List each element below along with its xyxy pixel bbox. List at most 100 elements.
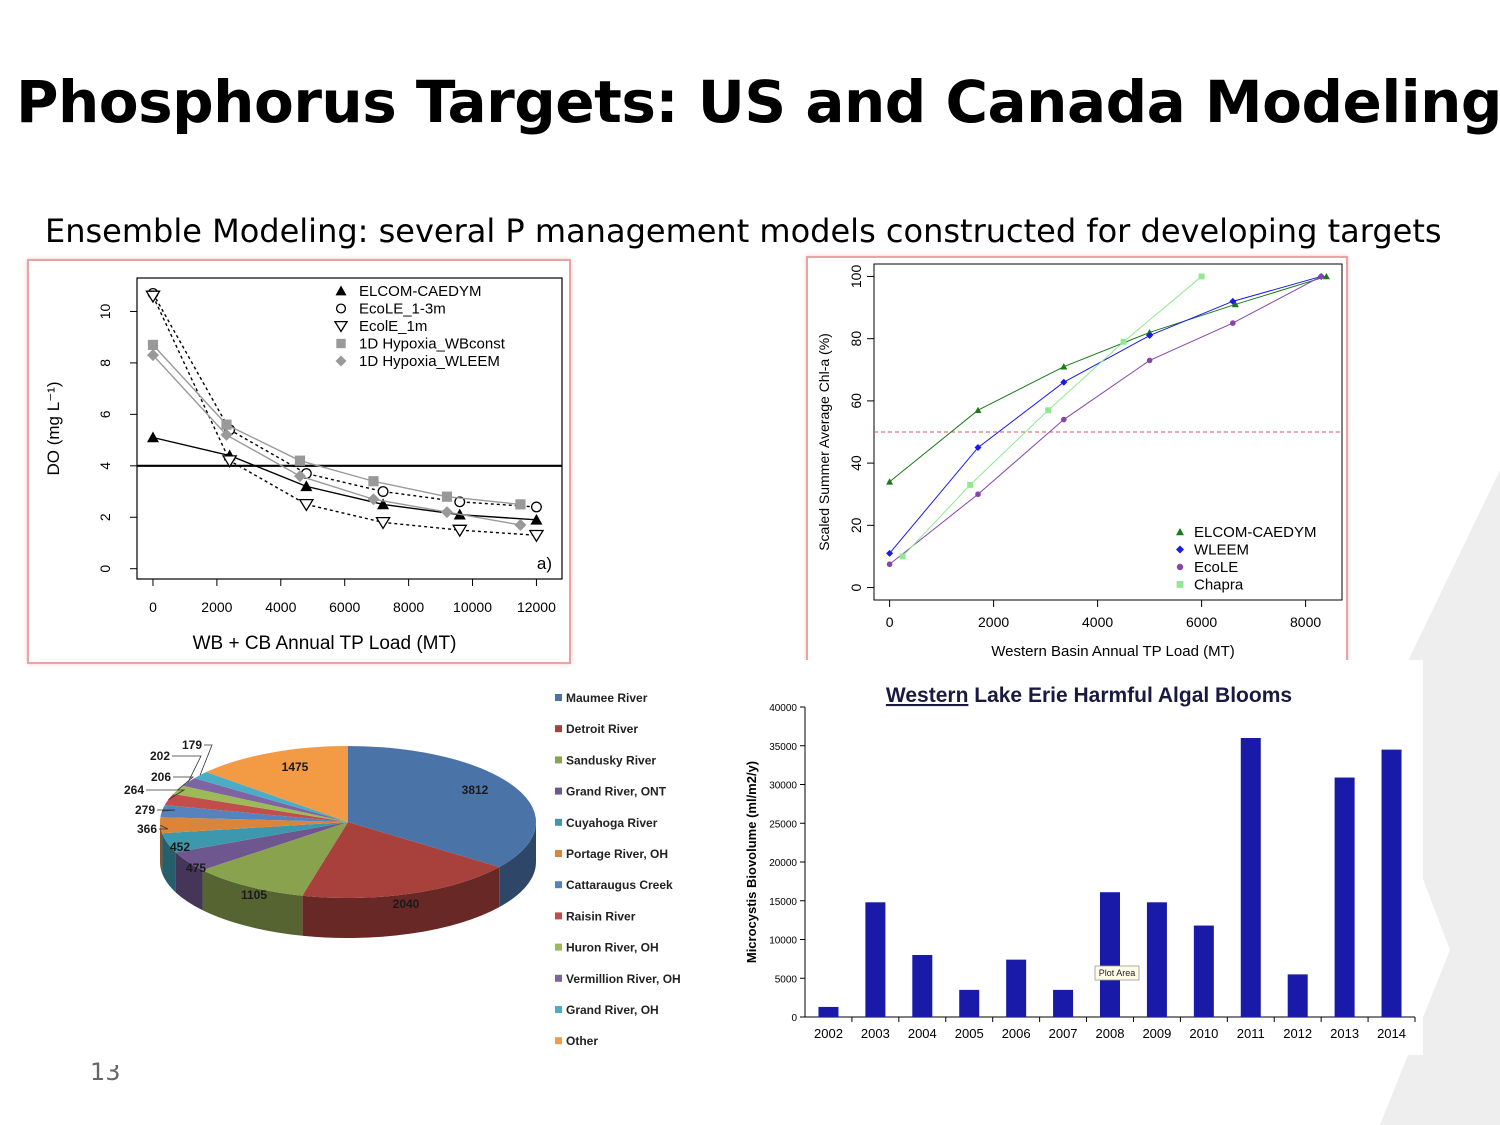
- series-ecole: [886, 273, 1324, 568]
- data-point: [886, 561, 893, 568]
- data-point: [451, 524, 468, 538]
- y-tick-label: 2: [97, 513, 113, 521]
- series-line: [152, 436, 537, 521]
- bar-2012: [1287, 974, 1308, 1017]
- hab-bar-chart-panel: Western Lake Erie Harmful Algal Blooms 0 5…: [735, 660, 1423, 1055]
- x-tick-label: 4000: [265, 599, 296, 615]
- y-tick-label: 4: [97, 462, 113, 470]
- x-tick-label: 2002: [814, 1026, 843, 1041]
- series-line: [889, 275, 1322, 554]
- legend-swatch: [555, 850, 562, 857]
- pie-value: 2040: [393, 897, 420, 911]
- x-tick-label: 2010: [1189, 1026, 1218, 1041]
- chart-title: Western Lake Erie Harmful Algal Blooms: [886, 684, 1292, 707]
- pie-label-sandusky-river: 1105: [241, 888, 267, 902]
- y-tick-label: 10: [97, 303, 113, 319]
- y-axis-label: DO (mg L⁻¹): [44, 382, 63, 476]
- pie-leader-line: [159, 824, 169, 830]
- series-line: [889, 276, 1322, 565]
- legend-swatch: [555, 756, 562, 764]
- pie-label-vermillion-river-oh: 202: [150, 749, 202, 783]
- y-tick-label: 10000: [769, 936, 797, 947]
- legend-label: Grand River, ONT: [566, 785, 667, 799]
- data-point: [1061, 416, 1067, 423]
- x-tick-label: 4000: [1082, 614, 1113, 630]
- pie-leader-line: [157, 809, 176, 812]
- pie-label-cattaraugus-creek: 279: [135, 803, 176, 817]
- y-tick-label: 25000: [769, 819, 797, 830]
- data-point: [1318, 273, 1324, 280]
- pie-slice-cattaraugus-creek: [160, 805, 348, 822]
- y-tick-label: 20000: [769, 858, 797, 869]
- series-line: [889, 275, 1327, 483]
- plot-area-tooltip: Plot Area: [1094, 965, 1140, 981]
- hab-bar-chart: Western Lake Erie Harmful Algal Blooms 0 5…: [744, 684, 1416, 1041]
- series-line: [902, 276, 1202, 557]
- plot-frame: [136, 277, 563, 580]
- pie-value: 202: [150, 749, 170, 763]
- data-point: [298, 498, 315, 512]
- pie-side-portage-river-oh: [160, 822, 163, 874]
- data-point: [293, 470, 306, 483]
- pie-value: 264: [124, 783, 144, 797]
- bar-2007: [1053, 989, 1074, 1017]
- y-tick-label: 0: [97, 565, 113, 573]
- pie-leader-line: [199, 744, 213, 776]
- bar-2003: [865, 902, 886, 1017]
- do-chart: 0 2000 4000 6000 8000 10000 12000 0 2 4 6 8 10 WB + C…: [44, 277, 563, 654]
- x-tick-label: 2000: [978, 614, 1009, 630]
- pie-value: 452: [170, 840, 190, 854]
- bar-2011: [1240, 738, 1261, 1017]
- x-tick-label: 2011: [1237, 1026, 1265, 1041]
- data-point: [367, 493, 380, 506]
- pie-label-maumee-river: 3812: [462, 783, 489, 797]
- legend-marker: [1176, 528, 1184, 536]
- pie-slice-cuyahoga-river: [162, 822, 348, 853]
- legend-marker: [335, 355, 347, 367]
- legend-label: EcoLE_1-3m: [359, 301, 446, 318]
- tooltip-text: Plot Area: [1099, 968, 1136, 978]
- x-tick-label: 2005: [955, 1026, 984, 1041]
- pie-slice-sandusky-river: [202, 822, 348, 896]
- data-point: [377, 498, 390, 510]
- y-tick-label: 30000: [769, 781, 797, 792]
- legend-swatch: [555, 974, 562, 982]
- pie-slice-vermillion-river-oh: [182, 778, 348, 822]
- data-point: [1230, 320, 1236, 326]
- x-tick-label: 2009: [1142, 1026, 1171, 1041]
- legend-label: EcolE_1m: [359, 318, 427, 335]
- legend-label: Sandusky River: [566, 753, 656, 767]
- legend-swatch: [555, 881, 562, 889]
- x-tick-label: 2000: [201, 599, 232, 615]
- tp-load-pie-chart: 3812 2040 1105 475 452 366 279 264 206 202 179 1475…: [124, 691, 681, 1048]
- x-tick-label: 2007: [1049, 1026, 1078, 1041]
- data-point: [974, 406, 982, 414]
- pie-slice-grand-river-oh: [194, 772, 348, 822]
- legend-swatch: [555, 725, 562, 733]
- pie-leader-line: [146, 789, 186, 800]
- pie-label-huron-river-oh: 206: [151, 770, 195, 791]
- legend-label: ELCOM-CAEDYM: [1194, 524, 1317, 541]
- x-tick-label: 6000: [329, 599, 360, 615]
- data-point: [375, 516, 391, 530]
- x-tick-label: 2012: [1283, 1026, 1312, 1041]
- pie-value: 279: [135, 803, 155, 817]
- legend-swatch: [555, 943, 562, 951]
- data-point: [975, 491, 981, 498]
- legend-label: ELCOM-CAEDYM: [359, 283, 482, 300]
- pie-value: 206: [151, 770, 171, 784]
- do-chart-panel: 0 2000 4000 6000 8000 10000 12000 0 2 4 6 8 10 WB + C…: [27, 259, 571, 664]
- x-tick-label: 0: [886, 614, 894, 630]
- legend-marker: [335, 285, 347, 296]
- x-axis-label: Western Basin Annual TP Load (MT): [991, 643, 1234, 660]
- data-point: [1120, 338, 1127, 345]
- y-tick-label: 40: [848, 455, 864, 471]
- pie-value: 475: [186, 861, 206, 875]
- data-point: [454, 496, 466, 508]
- legend-swatch: [555, 1006, 562, 1013]
- legend-label: Grand River, OH: [566, 1003, 659, 1017]
- x-tick-label: 2013: [1330, 1026, 1359, 1041]
- legend-label: EcoLE: [1194, 559, 1238, 576]
- legend-label: 1D Hypoxia_WLEEM: [359, 353, 500, 370]
- series-chapra: [899, 273, 1205, 560]
